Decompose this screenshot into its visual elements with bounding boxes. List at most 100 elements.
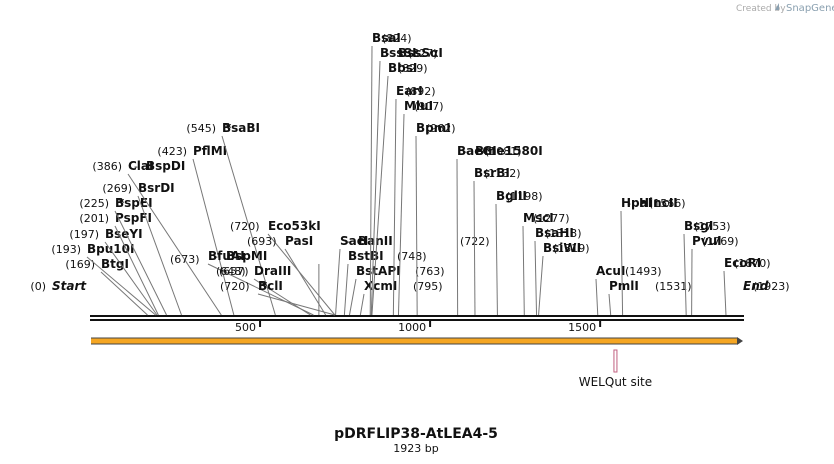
welqut-site-feature[interactable]: WELQut site xyxy=(579,349,652,389)
site-msci[interactable]: MscI(1277) xyxy=(522,211,570,316)
site-name-2: Bme1580I xyxy=(475,144,543,158)
site-bsiwi[interactable]: BsiWI(1319) xyxy=(538,241,590,316)
snapgene-logo-icon xyxy=(775,3,779,10)
site-btgi[interactable]: BtgI (169) xyxy=(65,257,148,316)
site-bsahi[interactable]: BsaHI(1313) xyxy=(534,226,582,316)
site-name-2: BssSαI xyxy=(398,46,443,60)
site-pspfi[interactable]: PspFI (201) xyxy=(79,211,159,316)
site-position: (1753) xyxy=(694,220,731,233)
site-start[interactable]: Start (0) xyxy=(30,279,87,293)
site-name: BstBI xyxy=(348,249,384,263)
site-position: (1493) xyxy=(625,265,662,278)
site-leader-line xyxy=(415,135,418,316)
site-leader-line xyxy=(683,233,687,316)
site-leader-line xyxy=(371,75,389,316)
site-name: BsrBI xyxy=(474,166,510,180)
site-position: (673) xyxy=(170,253,200,266)
site-leader-line xyxy=(723,270,727,316)
site-name: BbsI xyxy=(388,61,417,75)
site-bspei[interactable]: BspEI* (225) xyxy=(79,196,167,316)
site-name-2: HincII xyxy=(639,196,678,210)
site-name: BsaHI xyxy=(535,226,574,240)
site-position: (1132) xyxy=(484,167,521,180)
site-bpu10i[interactable]: Bpu10I (193) xyxy=(51,242,156,316)
site-position: (1081) xyxy=(485,145,522,158)
site-name: AcuI xyxy=(596,264,625,278)
site-leader-line xyxy=(192,158,235,316)
site-leader-line xyxy=(343,263,349,316)
site-bsrbi[interactable]: BsrBI(1132) xyxy=(473,166,521,316)
site-bcli[interactable]: BclI* (720) xyxy=(220,279,335,316)
site-leader-line xyxy=(257,293,335,316)
site-leader-line xyxy=(86,256,156,316)
tick-label: 1500 xyxy=(568,321,596,334)
site-draiii[interactable]: DraIII (648) xyxy=(216,264,311,316)
site-bpmi[interactable]: BpmI(962) xyxy=(415,121,456,316)
site-name: EarI xyxy=(396,84,423,98)
site-leader-line xyxy=(114,210,167,316)
welqut-site-label: WELQut site xyxy=(579,375,652,389)
site-bbsi[interactable]: BbsI(829) xyxy=(371,61,428,316)
site-dash: - xyxy=(627,197,631,210)
site-position: (1769) xyxy=(702,235,739,248)
site-name: Bpu10I xyxy=(87,242,134,256)
site-name: EcoRI xyxy=(724,256,761,270)
site-name: BsrDI xyxy=(138,181,175,195)
site-leader-line xyxy=(495,203,498,316)
site-btgzi[interactable]: (673) xyxy=(170,253,320,315)
map-length: 1923 bp xyxy=(393,442,438,455)
site-name: DraIII xyxy=(254,264,291,278)
site-bfuai[interactable]: BfuAI- BspMI (657) xyxy=(207,249,314,316)
site-bsai[interactable]: BsaI(824) xyxy=(369,31,412,316)
site-baegi[interactable]: BaeGI- Bme1580I(1081) xyxy=(456,144,543,316)
site-leader-line xyxy=(127,173,222,316)
site-name: HpaI xyxy=(621,196,652,210)
site-pmli[interactable]: PmlI (1531) xyxy=(608,279,692,316)
site-position: (693) xyxy=(247,235,277,248)
site-bsssi[interactable]: BssSI- BssSαI(827) xyxy=(370,46,443,316)
site-name: PflMI xyxy=(193,144,227,158)
site-pasi[interactable]: PasI (693) xyxy=(247,234,327,316)
site-position: (1870) xyxy=(734,257,771,270)
site-position: (193) xyxy=(51,243,81,256)
site-leader-line xyxy=(137,195,182,316)
site-name: BglII xyxy=(496,189,527,203)
site-position: (1923) xyxy=(753,280,790,293)
site-end[interactable]: End(1923) xyxy=(743,279,790,293)
site-bsrdi[interactable]: BsrDI (269) xyxy=(102,181,182,316)
site-mlui[interactable]: MluI(907) xyxy=(397,99,444,316)
site-bglii[interactable]: BglII(1198) xyxy=(495,189,543,316)
site-eco53ki[interactable]: Eco53kI (720) xyxy=(230,219,336,316)
site-dash: - xyxy=(214,250,218,263)
axis-ticks: 500 1000 1500 xyxy=(235,321,602,334)
site-ecori[interactable]: EcoRI(1870) xyxy=(723,256,771,316)
site-leader-line xyxy=(392,98,397,316)
site-position: (892) xyxy=(406,85,436,98)
site-pvui[interactable]: PvuI(1769) xyxy=(691,234,739,316)
site-bseyi[interactable]: BseYI (197) xyxy=(69,227,158,316)
site-hpai[interactable]: HpaI- HincII(1566) xyxy=(620,196,686,316)
tick-label: 1000 xyxy=(398,321,426,334)
site-dash: - xyxy=(346,235,350,248)
site-bstapi[interactable]: BstAPI (763) xyxy=(348,264,445,316)
site-leader-line xyxy=(284,248,327,316)
site-leader-line xyxy=(369,45,373,316)
site-bsabi[interactable]: BsaBI*(545) xyxy=(186,121,276,316)
site-name-2: BspMI xyxy=(226,249,267,263)
site-clai[interactable]: ClaI- BspDI(386) xyxy=(92,159,222,316)
site-name: BclI xyxy=(258,279,283,293)
site-leader-line xyxy=(522,225,525,316)
site-leader-line xyxy=(253,278,311,316)
site-leader-line xyxy=(456,158,459,316)
site-name: Start xyxy=(52,279,87,293)
site-name: MscI xyxy=(523,211,554,225)
site-bstbi[interactable]: BstBI (748) xyxy=(343,249,427,316)
site-acui[interactable]: AcuI (1493) xyxy=(595,264,662,316)
site-pflmi[interactable]: PflMI (423) xyxy=(157,144,235,316)
site-name: BfuAI xyxy=(208,249,245,263)
site-star: * xyxy=(261,279,268,293)
site-eari[interactable]: EarI(892) xyxy=(392,84,436,316)
site-bsgi[interactable]: BsgI(1753) xyxy=(683,219,731,316)
site-position: (657) xyxy=(219,265,249,278)
